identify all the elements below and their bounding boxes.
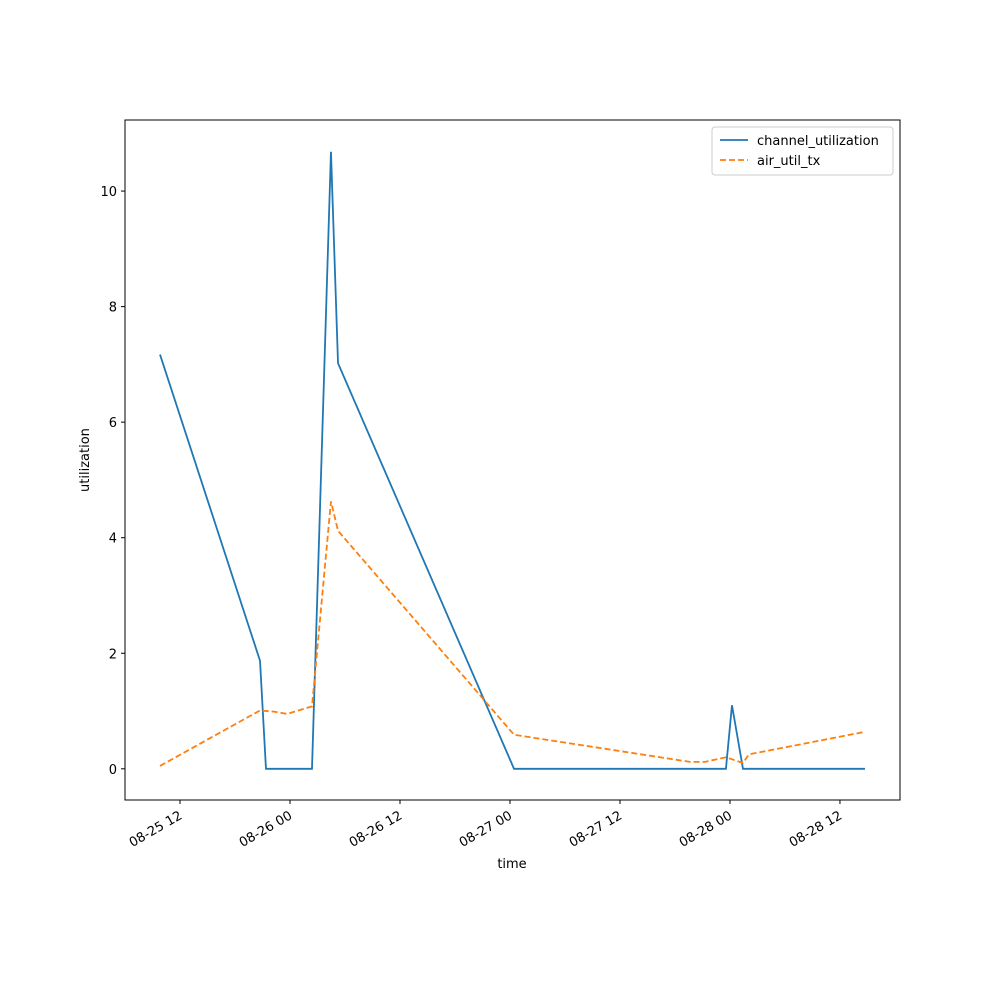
y-tick-label: 2 bbox=[109, 647, 117, 662]
legend-label: air_util_tx bbox=[757, 154, 821, 169]
y-tick-label: 10 bbox=[100, 185, 117, 200]
x-axis-label: time bbox=[497, 857, 526, 872]
line bbox=[159, 151, 865, 770]
y-tick-label: 8 bbox=[109, 301, 117, 316]
line bbox=[159, 501, 866, 767]
legend-box bbox=[711, 126, 894, 176]
plot-frame bbox=[124, 119, 901, 801]
y-tick-label: 4 bbox=[109, 532, 117, 547]
y-axis-label: utilization bbox=[78, 428, 93, 492]
y-tick-label: 0 bbox=[109, 763, 117, 778]
legend-label: channel_utilization bbox=[757, 134, 879, 149]
y-tick-label: 6 bbox=[109, 416, 117, 431]
